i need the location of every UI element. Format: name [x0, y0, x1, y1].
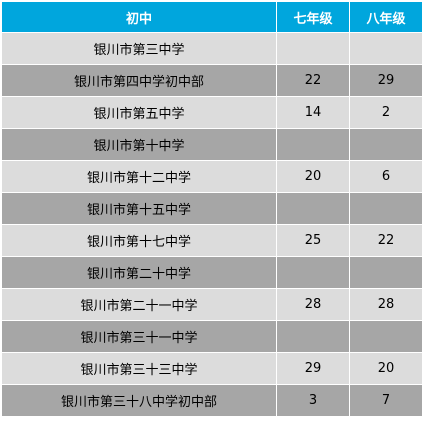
grade7-cell: 28: [276, 288, 350, 321]
table-row: 银川市第十二中学 20 6: [1, 160, 423, 193]
grade7-cell: [276, 256, 350, 289]
grade7-cell: 3: [276, 384, 350, 417]
grade8-cell: 29: [349, 64, 423, 97]
grade8-cell: [349, 128, 423, 161]
table-row: 银川市第十中学: [1, 128, 423, 161]
grade8-cell: 7: [349, 384, 423, 417]
school-cell: 银川市第四中学初中部: [1, 64, 277, 97]
grade8-cell: 22: [349, 224, 423, 257]
header-row: 初中 七年级 八年级: [1, 1, 423, 33]
school-cell: 银川市第三十八中学初中部: [1, 384, 277, 417]
header-school: 初中: [1, 1, 277, 33]
table-row: 银川市第三中学: [1, 32, 423, 65]
grade7-cell: 25: [276, 224, 350, 257]
table-row: 银川市第三十一中学: [1, 320, 423, 353]
school-cell: 银川市第二十一中学: [1, 288, 277, 321]
grade8-cell: 6: [349, 160, 423, 193]
grade7-cell: 29: [276, 352, 350, 385]
table-row: 银川市第十七中学 25 22: [1, 224, 423, 257]
table-row: 银川市第三十三中学 29 20: [1, 352, 423, 385]
school-cell: 银川市第三十三中学: [1, 352, 277, 385]
school-cell: 银川市第二十中学: [1, 256, 277, 289]
grade7-cell: 20: [276, 160, 350, 193]
table-row: 银川市第十五中学: [1, 192, 423, 225]
school-cell: 银川市第十五中学: [1, 192, 277, 225]
school-cell: 银川市第十七中学: [1, 224, 277, 257]
table-row: 银川市第二十中学: [1, 256, 423, 289]
grade7-cell: [276, 320, 350, 353]
grade7-cell: [276, 32, 350, 65]
table-row: 银川市第二十一中学 28 28: [1, 288, 423, 321]
grade8-cell: [349, 320, 423, 353]
school-cell: 银川市第三中学: [1, 32, 277, 65]
school-cell: 银川市第三十一中学: [1, 320, 277, 353]
header-grade7: 七年级: [276, 1, 350, 33]
table-row: 银川市第五中学 14 2: [1, 96, 423, 129]
grade8-cell: [349, 256, 423, 289]
school-cell: 银川市第十二中学: [1, 160, 277, 193]
grade7-cell: [276, 192, 350, 225]
grade8-cell: 28: [349, 288, 423, 321]
grade8-cell: 20: [349, 352, 423, 385]
grade7-cell: [276, 128, 350, 161]
table-row: 银川市第四中学初中部 22 29: [1, 64, 423, 97]
grade7-cell: 22: [276, 64, 350, 97]
grade8-cell: [349, 32, 423, 65]
school-cell: 银川市第五中学: [1, 96, 277, 129]
grade8-cell: 2: [349, 96, 423, 129]
table-row: 银川市第三十八中学初中部 3 7: [1, 384, 423, 417]
school-cell: 银川市第十中学: [1, 128, 277, 161]
enrollment-table: 初中 七年级 八年级 银川市第三中学 银川市第四中学初中部 22 29 银川市第…: [1, 1, 423, 417]
header-grade8: 八年级: [349, 1, 423, 33]
grade8-cell: [349, 192, 423, 225]
grade7-cell: 14: [276, 96, 350, 129]
